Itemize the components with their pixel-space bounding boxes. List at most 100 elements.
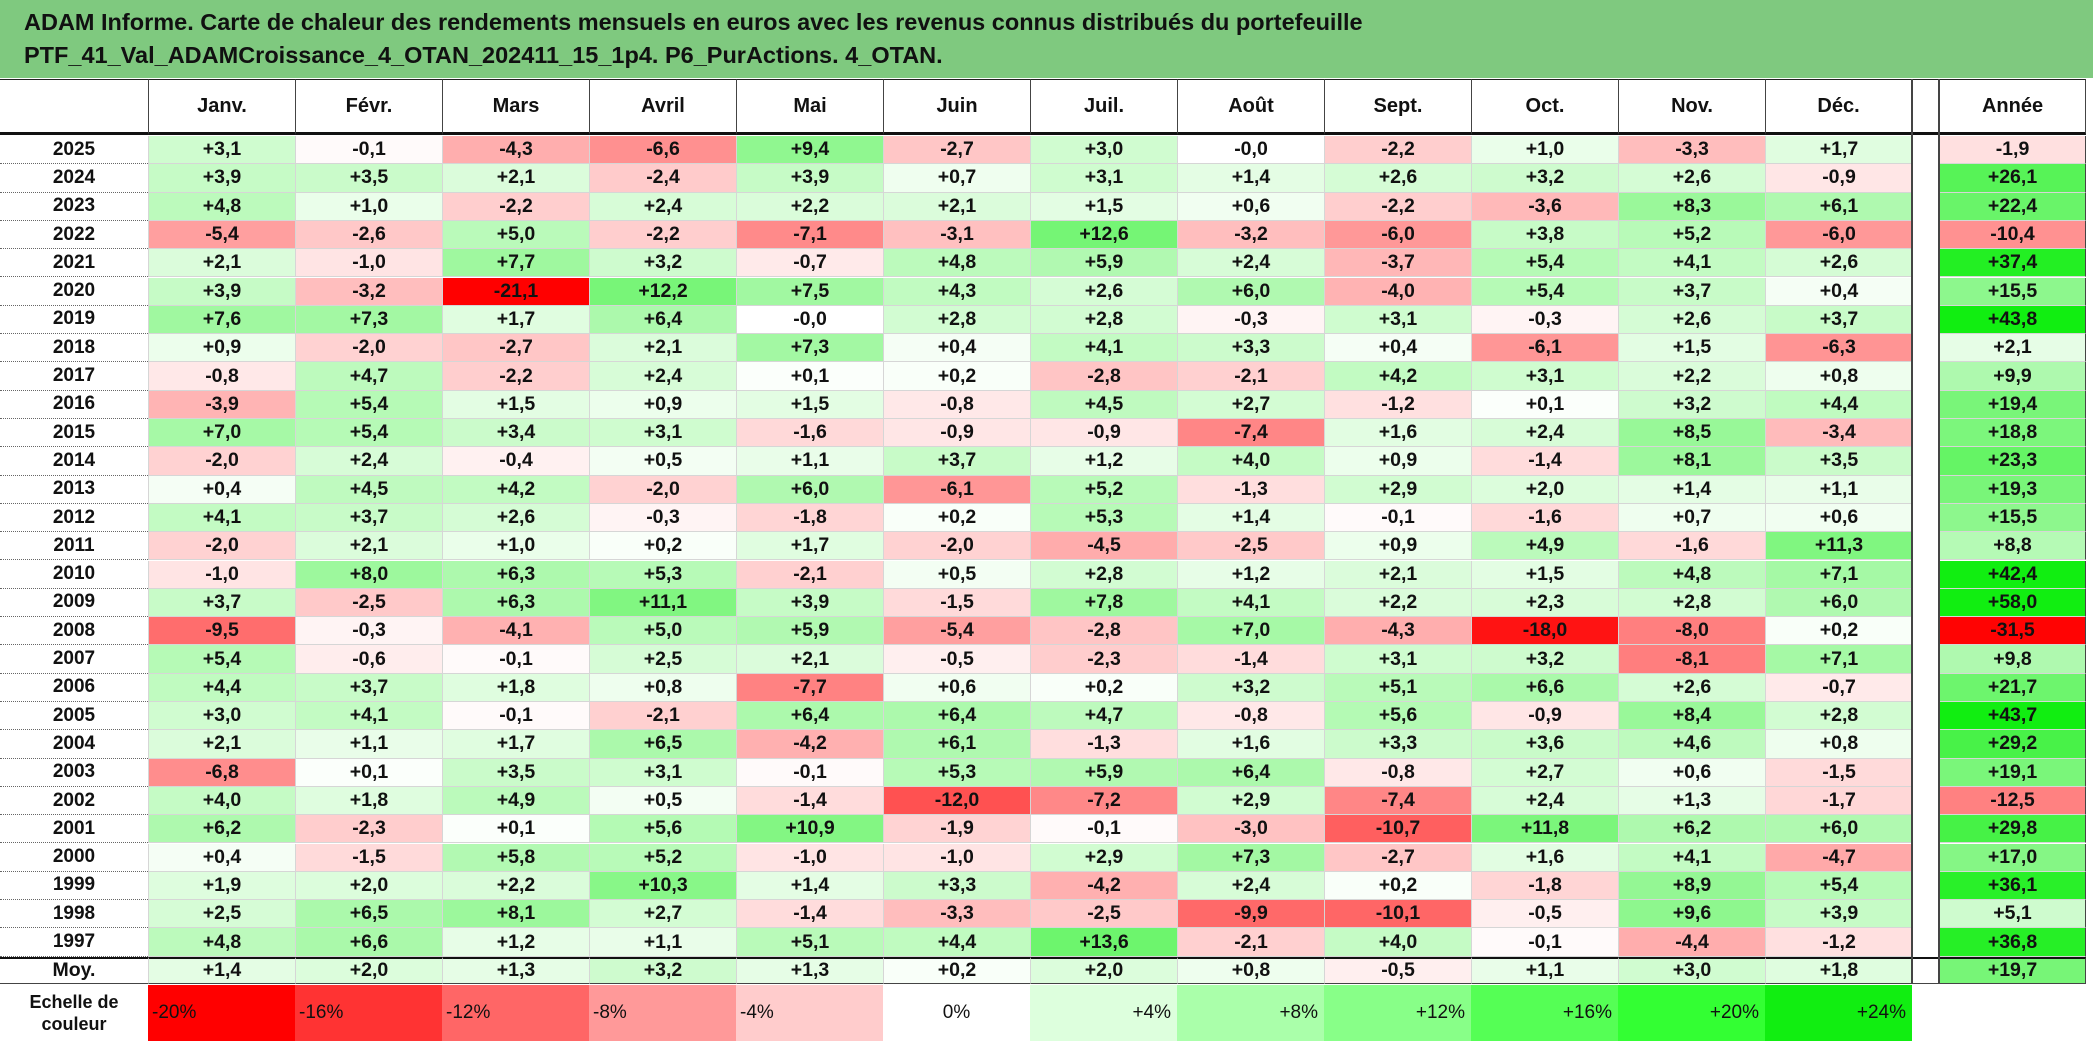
heatmap-cell: +2,5 — [589, 645, 736, 674]
heatmap-cell: +4,4 — [1765, 390, 1912, 419]
heatmap-cell: +6,2 — [1618, 815, 1765, 844]
heatmap-cell: +1,3 — [1618, 786, 1765, 816]
heatmap-cell: -1,4 — [1177, 645, 1324, 674]
heatmap-cell: +2,4 — [295, 447, 442, 476]
heatmap-cell: +0,1 — [736, 362, 883, 391]
heatmap-cell: -1,6 — [1471, 503, 1618, 533]
heatmap-cell: -9,5 — [148, 617, 295, 646]
heatmap-cell: +7,5 — [736, 277, 883, 306]
heatmap-cell: +2,1 — [589, 334, 736, 363]
heatmap-cell: -7,4 — [1177, 419, 1324, 448]
heatmap-cell: +0,5 — [589, 447, 736, 476]
annual-cell: +8,8 — [1939, 532, 2086, 561]
heatmap-cell: +4,1 — [1177, 588, 1324, 618]
heatmap-cell: +4,1 — [148, 503, 295, 533]
heatmap-cell: +0,7 — [1618, 503, 1765, 533]
heatmap-cell: +4,8 — [1618, 560, 1765, 589]
heatmap-cell: +3,2 — [1177, 673, 1324, 702]
year-label: 2006 — [0, 673, 148, 702]
heatmap-cell: +0,9 — [589, 390, 736, 419]
heatmap-cell: +10,9 — [736, 815, 883, 844]
average-cell: +2,0 — [295, 956, 442, 984]
heatmap-cell: -1,5 — [883, 588, 1030, 618]
heatmap-cell: +6,4 — [883, 702, 1030, 731]
heatmap-cell: -1,2 — [1765, 928, 1912, 957]
heatmap-cell: +2,6 — [1618, 305, 1765, 335]
heatmap-cell: +11,1 — [589, 588, 736, 618]
annual-cell: +37,4 — [1939, 249, 2086, 278]
heatmap-cell: -7,1 — [736, 220, 883, 250]
heatmap-cell: -1,3 — [1030, 730, 1177, 759]
heatmap-cell: -3,6 — [1471, 192, 1618, 221]
heatmap-cell: -18,0 — [1471, 617, 1618, 646]
heatmap-cell: +5,2 — [1618, 220, 1765, 250]
heatmap-cell: +0,1 — [295, 758, 442, 787]
heatmap-cell: -2,8 — [1030, 362, 1177, 391]
heatmap-cell: -1,5 — [1765, 758, 1912, 787]
column-divider — [1911, 79, 1913, 984]
heatmap-cell: +8,5 — [1618, 419, 1765, 448]
heatmap-cell: -2,5 — [1030, 900, 1177, 929]
heatmap-cell: +0,6 — [1177, 192, 1324, 221]
heatmap-cell: +6,3 — [442, 588, 589, 618]
heatmap-cell: +0,1 — [442, 815, 589, 844]
column-header-10: Oct. — [1471, 79, 1618, 135]
heatmap-cell: +1,1 — [1765, 475, 1912, 504]
heatmap-cell: +4,0 — [1177, 447, 1324, 476]
annual-cell: -12,5 — [1939, 786, 2086, 816]
heatmap-cell: +1,4 — [736, 871, 883, 901]
heatmap-cell: +3,2 — [1618, 390, 1765, 419]
heatmap-cell: -0,0 — [736, 305, 883, 335]
heatmap-cell: -12,0 — [883, 786, 1030, 816]
heatmap-cell: -0,9 — [883, 419, 1030, 448]
heatmap-cell: -7,2 — [1030, 786, 1177, 816]
heatmap-cell: +1,2 — [442, 928, 589, 957]
heatmap-cell: +3,9 — [148, 164, 295, 193]
heatmap-cell: -6,3 — [1765, 334, 1912, 363]
heatmap-cell: -0,1 — [442, 702, 589, 731]
heatmap-cell: +1,1 — [589, 928, 736, 957]
heatmap-cell: +6,5 — [295, 900, 442, 929]
average-annual-cell: +19,7 — [1939, 956, 2086, 984]
heatmap-cell: -6,1 — [883, 475, 1030, 504]
heatmap-cell: +2,1 — [295, 532, 442, 561]
average-cell: +0,8 — [1177, 956, 1324, 984]
heatmap-cell: +6,1 — [1765, 192, 1912, 221]
heatmap-cell: +0,9 — [1324, 447, 1471, 476]
average-cell: +3,0 — [1618, 956, 1765, 984]
year-label: 2025 — [0, 136, 148, 165]
year-label: 2000 — [0, 843, 148, 872]
heatmap-cell: +7,1 — [1765, 560, 1912, 589]
heatmap-cell: +4,2 — [442, 475, 589, 504]
heatmap-cell: -0,9 — [1030, 419, 1177, 448]
heatmap-cell: +8,3 — [1618, 192, 1765, 221]
heatmap-cell: +1,1 — [295, 730, 442, 759]
heatmap-cell: +3,9 — [736, 164, 883, 193]
heatmap-cell: +4,8 — [148, 192, 295, 221]
legend-swatch: -16% — [295, 984, 442, 1041]
heatmap-cell: +5,4 — [1471, 277, 1618, 306]
year-label: 2011 — [0, 532, 148, 561]
heatmap-cell: +2,8 — [1030, 560, 1177, 589]
heatmap-cell: -1,4 — [736, 786, 883, 816]
heatmap-cell: +4,5 — [295, 475, 442, 504]
heatmap-cell: -2,3 — [295, 815, 442, 844]
heatmap-cell: +2,2 — [442, 871, 589, 901]
heatmap-cell: +2,6 — [1030, 277, 1177, 306]
heatmap-cell: +3,0 — [1030, 136, 1177, 165]
heatmap-cell: -1,8 — [736, 503, 883, 533]
heatmap-cell: -21,1 — [442, 277, 589, 306]
heatmap-cell: +6,2 — [148, 815, 295, 844]
annual-cell: +36,8 — [1939, 928, 2086, 957]
heatmap-cell: -1,4 — [736, 900, 883, 929]
heatmap-cell: -2,0 — [148, 532, 295, 561]
heatmap-cell: +0,4 — [883, 334, 1030, 363]
heatmap-cell: -3,0 — [1177, 815, 1324, 844]
header-gap — [1912, 79, 1939, 135]
annual-cell: -31,5 — [1939, 617, 2086, 646]
heatmap-cell: -3,4 — [1765, 419, 1912, 448]
annual-cell: +43,7 — [1939, 702, 2086, 731]
heatmap-cell: -6,0 — [1324, 220, 1471, 250]
heatmap-cell: +5,3 — [589, 560, 736, 589]
heatmap-cell: -3,7 — [1324, 249, 1471, 278]
